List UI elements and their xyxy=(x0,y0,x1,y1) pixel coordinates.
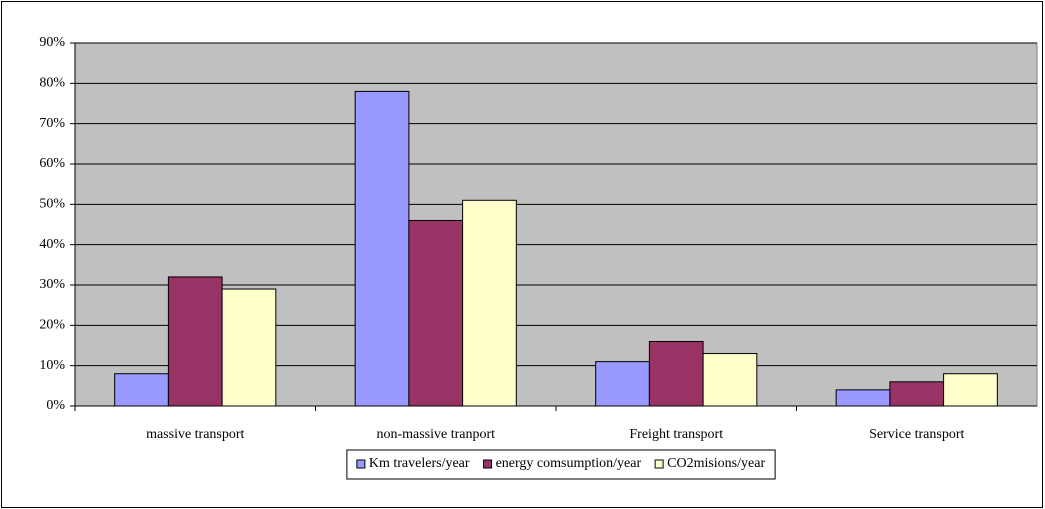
x-tick-label: Service transport xyxy=(869,427,964,442)
y-tick-label: 10% xyxy=(39,358,65,373)
bar xyxy=(462,199,517,407)
bar xyxy=(408,219,464,407)
legend-box xyxy=(346,449,776,480)
bar xyxy=(943,373,998,407)
x-tick-label: massive transport xyxy=(146,427,244,442)
y-tick-label: 80% xyxy=(39,76,65,91)
legend-label: Km travelers/year xyxy=(369,456,470,471)
legend-swatch xyxy=(356,459,366,469)
legend-label: energy comsumption/year xyxy=(496,456,642,471)
bar xyxy=(835,389,891,407)
bar xyxy=(595,361,650,407)
y-tick-label: 90% xyxy=(39,35,65,50)
y-tick-label: 40% xyxy=(39,237,65,252)
bar xyxy=(648,340,704,407)
bar xyxy=(167,276,223,407)
y-tick-label: 70% xyxy=(39,116,65,131)
legend: Km travelers/year energy comsumption/year… xyxy=(346,449,776,480)
x-tick-label: Freight transport xyxy=(629,427,723,442)
y-tick-label: 20% xyxy=(39,318,65,333)
legend-swatch xyxy=(483,459,493,469)
bar xyxy=(221,288,277,407)
y-tick-label: 30% xyxy=(39,277,65,292)
legend-label: CO2misions/year xyxy=(667,456,765,471)
y-tick-label: 0% xyxy=(46,398,65,413)
bar xyxy=(702,353,758,407)
legend-swatch xyxy=(654,459,664,469)
y-tick-label: 50% xyxy=(39,197,65,212)
x-tick-label: non-massive tranport xyxy=(376,427,495,442)
bar xyxy=(354,90,410,407)
bar xyxy=(889,381,945,407)
y-tick-label: 60% xyxy=(39,156,65,171)
bar xyxy=(114,373,169,407)
